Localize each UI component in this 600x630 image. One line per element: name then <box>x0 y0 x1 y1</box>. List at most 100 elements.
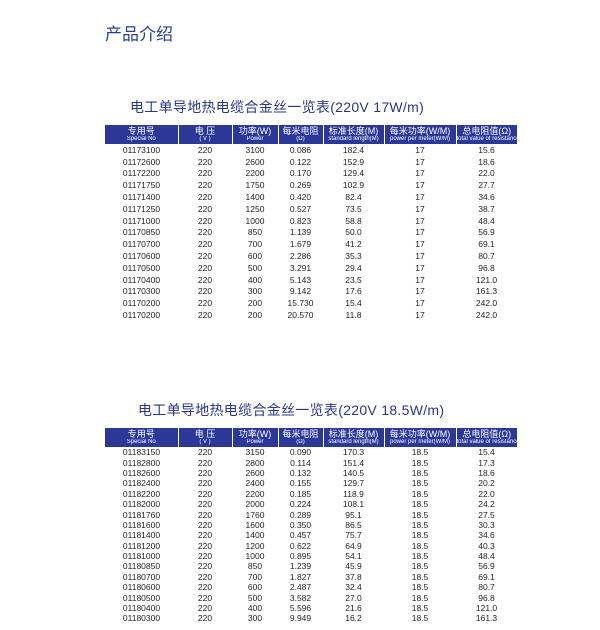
table-row: 01180600 220 600 2.487 32.4 18.5 80.7 <box>105 582 517 592</box>
table-cell: 220 <box>197 603 213 614</box>
table-cell: 152.9 <box>342 156 365 167</box>
table-row: 01173100 220 3100 0.086 182.4 17 15.6 <box>105 144 517 156</box>
table-cell: 80.7 <box>478 251 495 262</box>
table-cell: 48.4 <box>478 215 495 226</box>
table-cell: 18.5 <box>411 561 429 572</box>
table-cell: 18.6 <box>478 467 495 478</box>
table-cell: 20.570 <box>287 310 314 321</box>
table-cell: 220 <box>197 310 213 321</box>
column-header: 功率(W) Power <box>231 125 278 144</box>
table-cell: 01182000 <box>122 499 161 510</box>
table-cell: 9.142 <box>289 286 312 297</box>
header-en: Special No <box>126 439 156 445</box>
table-cell: 29.4 <box>345 262 362 273</box>
column-header: 每米电阻 (Ω) <box>277 428 323 447</box>
table-cell: 0.269 <box>289 180 312 191</box>
header-en: Power <box>246 439 264 445</box>
table-cell: 17 <box>415 180 425 191</box>
table-cell: 151.4 <box>342 457 365 468</box>
table-row: 01181400 220 1400 0.457 75.7 18.5 34.6 <box>105 530 517 540</box>
table-cell: 2800 <box>245 457 265 468</box>
table-cell: 140.5 <box>342 467 365 478</box>
table-cell: 220 <box>197 467 213 478</box>
table-cell: 220 <box>197 239 213 250</box>
table-title-17w: 电工单导地热电缆合金丝一览表(220V 17W/m) <box>130 99 425 115</box>
table-cell: 01181760 <box>122 509 161 520</box>
table-cell: 170.3 <box>342 447 365 458</box>
table-row: 01170300 220 300 9.142 17.6 17 161.3 <box>105 286 517 298</box>
table-cell: 0.622 <box>289 540 312 551</box>
table-cell: 01181400 <box>122 530 161 541</box>
table-cell: 850 <box>247 227 263 238</box>
table-cell: 220 <box>197 561 213 572</box>
table-cell: 220 <box>197 478 213 489</box>
table-cell: 1200 <box>245 540 265 551</box>
table-row: 01183150 220 3150 0.090 170.3 18.5 15.4 <box>105 447 517 457</box>
table-cell: 18.5 <box>411 603 429 614</box>
header-cn: 总电阻值(Ω) <box>462 126 512 136</box>
table-row: 01170200 220 200 15.730 15.4 17 242.0 <box>105 297 517 309</box>
table-cell: 17 <box>415 227 425 238</box>
table-cell: 108.1 <box>342 499 365 510</box>
table-cell: 17.3 <box>478 457 495 468</box>
table-cell: 58.8 <box>345 215 362 226</box>
table-cell: 30.3 <box>478 519 495 530</box>
table-cell: 01170700 <box>122 239 161 250</box>
table-cell: 220 <box>197 613 213 624</box>
table-cell: 0.170 <box>289 168 312 179</box>
table-row: 01181000 220 1000 0.895 54.1 18.5 48.4 <box>105 551 517 561</box>
column-header: 标准长度(M) standard length(M) <box>322 428 384 447</box>
table-cell: 96.8 <box>478 592 495 603</box>
table-cell: 400 <box>247 603 263 614</box>
header-cn: 电 压 <box>194 126 216 136</box>
table-cell: 2600 <box>245 467 265 478</box>
table-cell: 2.286 <box>289 251 312 262</box>
table-cell: 01180300 <box>122 613 161 624</box>
table-cell: 220 <box>197 156 213 167</box>
table-cell: 2200 <box>245 168 265 179</box>
column-header: 专用号 Special No <box>105 428 178 447</box>
table-cell: 220 <box>197 227 213 238</box>
header-cn: 标准长度(M) <box>328 126 379 136</box>
table-row: 01181200 220 1200 0.622 64.9 18.5 40.3 <box>105 541 517 551</box>
table-cell: 118.9 <box>343 488 364 499</box>
table-cell: 220 <box>197 144 213 155</box>
table-cell: 0.114 <box>290 457 311 468</box>
table-cell: 56.9 <box>478 561 495 572</box>
table-cell: 34.6 <box>478 530 495 541</box>
column-header: 总电阻值(Ω) total value of resistance <box>455 125 517 144</box>
table-cell: 27.0 <box>345 592 362 603</box>
table-cell: 220 <box>197 192 213 203</box>
table-cell: 01170850 <box>122 227 161 238</box>
table-cell: 17 <box>415 192 425 203</box>
table-cell: 0.289 <box>289 509 312 520</box>
table-cell: 35.3 <box>345 251 362 262</box>
table-cell: 17 <box>415 156 425 167</box>
table-cell: 220 <box>197 286 213 297</box>
table-cell: 41.2 <box>345 239 362 250</box>
table-cell: 23.5 <box>345 274 362 285</box>
table-cell: 220 <box>197 571 213 582</box>
table-cell: 34.6 <box>478 192 495 203</box>
table-cell: 5.596 <box>289 603 312 614</box>
table-cell: 32.4 <box>345 582 362 593</box>
table-cell: 1750 <box>245 180 265 191</box>
table-cell: 0.155 <box>289 478 312 489</box>
table-row: 01181600 220 1600 0.350 86.5 18.5 30.3 <box>105 520 517 530</box>
column-header: 电 压( V ) <box>177 428 232 447</box>
table-cell: 0.090 <box>289 447 312 458</box>
table-cell: 86.5 <box>345 519 362 530</box>
table-cell: 01181600 <box>122 519 161 530</box>
table-cell: 161.3 <box>475 613 498 624</box>
table-cell: 220 <box>197 180 213 191</box>
table-row: 01171000 220 1000 0.823 58.8 17 48.4 <box>105 215 517 227</box>
table-cell: 500 <box>247 592 263 603</box>
header-en: Power <box>246 136 264 142</box>
table-cell: 220 <box>197 540 213 551</box>
table-cell: 2.487 <box>289 582 312 593</box>
table-cell: 300 <box>247 286 263 297</box>
table-cell: 220 <box>197 509 213 520</box>
table-cell: 18.5 <box>411 509 429 520</box>
table-cell: 700 <box>247 239 263 250</box>
table-cell: 01181200 <box>122 540 161 551</box>
